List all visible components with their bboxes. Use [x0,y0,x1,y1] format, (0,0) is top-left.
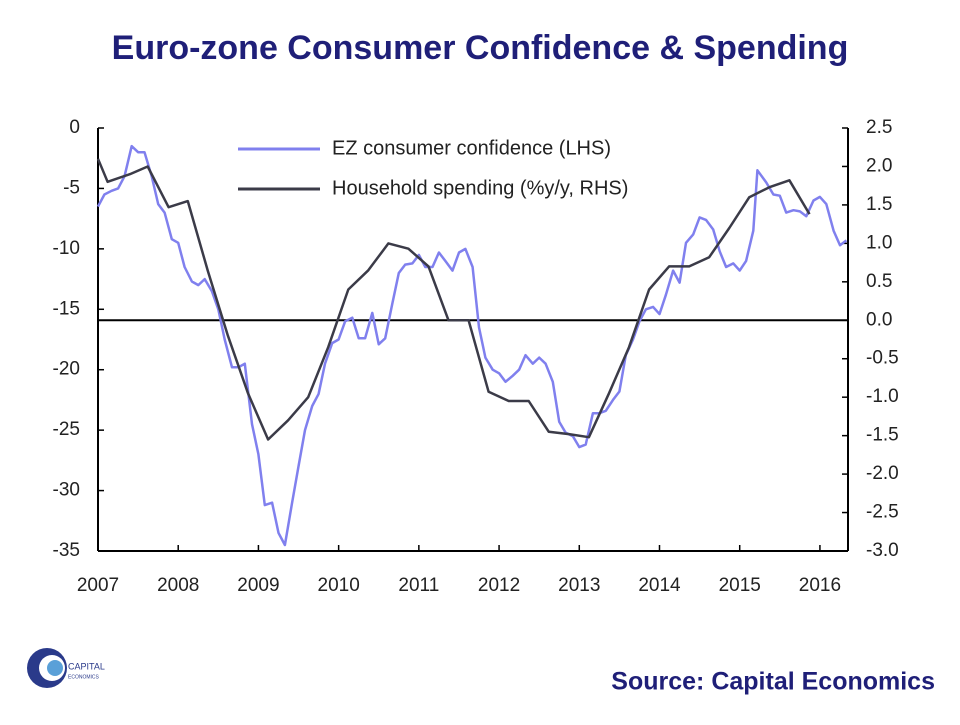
y-tick-label: -35 [53,540,80,561]
y2-tick-label: -2.5 [866,502,899,523]
y-tick-label: -10 [53,238,80,259]
x-tick-label: 2008 [157,575,199,596]
source: Source: Capital Economics [611,668,935,696]
y2-tick-label: -1.0 [866,386,899,407]
legend-label: EZ consumer confidence (LHS) [332,137,611,159]
x-tick-label: 2015 [719,575,761,596]
logo-text: CAPITAL [68,661,105,671]
x-tick-label: 2016 [799,575,841,596]
x-tick-label: 2014 [638,575,681,596]
x-tick-label: 2013 [558,575,600,596]
y-tick-label: -5 [63,177,80,198]
y2-tick-label: 2.5 [866,117,892,138]
y-tick-label: -30 [53,480,80,501]
y2-tick-label: -3.0 [866,540,899,561]
logo: CAPITAL ECONOMICS [27,648,105,688]
chart-title: Euro-zone Consumer Confidence & Spending [112,29,849,67]
y2-tick-label: -2.0 [866,463,899,484]
series-line [96,144,848,547]
logo-text: ECONOMICS [68,674,100,680]
y-tick-label: 0 [69,117,80,138]
x-tick-label: 2007 [77,575,119,596]
y-tick-label: -25 [53,419,80,440]
y2-tick-label: 0.5 [866,271,892,292]
x-tick-label: 2010 [318,575,360,596]
y2-tick-label: 1.0 [866,232,892,253]
logo-dot [47,660,63,676]
y2-tick-label: -0.5 [866,348,899,369]
y-tick-label: -20 [53,359,80,380]
series-line [96,158,811,441]
x-tick-label: 2009 [237,575,279,596]
y2-tick-label: -1.5 [866,425,899,446]
y2-tick-label: 1.5 [866,194,892,215]
y-tick-label: -15 [53,298,80,319]
x-tick-label: 2011 [398,575,439,596]
y2-tick-label: 0.0 [866,309,892,330]
y2-tick-label: 2.0 [866,155,892,176]
legend-label: Household spending (%y/y, RHS) [332,177,628,199]
x-tick-label: 2012 [478,575,520,596]
